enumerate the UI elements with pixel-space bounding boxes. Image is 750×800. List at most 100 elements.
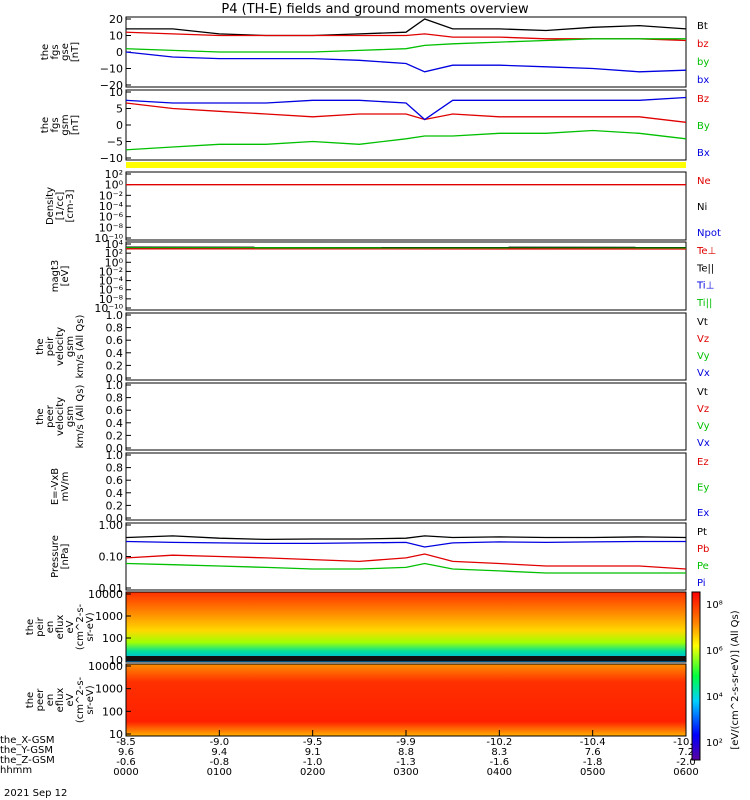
- colorbar-tick-label: 10⁶: [706, 646, 723, 657]
- x-gsm-value: -9.5: [303, 737, 323, 748]
- y-axis-label-line: magt3: [50, 260, 61, 293]
- z-gsm-value: -0.6: [116, 757, 136, 768]
- y-axis-label-line: eflux: [55, 688, 66, 713]
- y-axis-label-line: [nT]: [70, 42, 81, 62]
- panel-peer_spec: 10000 1000 100 10 thepeerenefluxeV(cm^2-s-sr…: [25, 660, 687, 741]
- x-gsm-label: the_X-GSM: [0, 735, 55, 746]
- y-tick-label: 0: [116, 46, 123, 59]
- legend-vz: Vz: [697, 404, 709, 415]
- y-axis-label-line: sr-eV): [85, 612, 96, 641]
- hhmm-value: 0000: [113, 767, 138, 778]
- y-axis-label-line: E=-VxB: [50, 468, 61, 505]
- series-fgs_gse-bx: [125, 51, 687, 73]
- y-axis-label-line: eV: [65, 620, 76, 633]
- z-gsm-value: -1.8: [583, 757, 603, 768]
- legend-bz: Bz: [697, 94, 709, 105]
- y-axis-label-line: peer: [35, 688, 46, 712]
- y-gsm-value: 8.3: [491, 747, 507, 758]
- legend-pe: Pe: [697, 561, 709, 572]
- x-gsm-value: -9.0: [210, 737, 230, 748]
- y-axis-label-line: gse: [60, 43, 71, 61]
- y-tick-label: 1.00: [99, 519, 124, 532]
- y-tick-label: 0.2: [106, 359, 124, 372]
- y-tick-label: 10⁰: [105, 179, 124, 192]
- y-axis-label-line: Density: [45, 187, 56, 225]
- y-tick-label: 1000: [95, 610, 123, 623]
- y-axis-label-line: sr-eV): [85, 685, 96, 714]
- y-axis-label-line: (cm^2-s-: [75, 603, 86, 650]
- y-tick-label: 10⁻¹⁰: [94, 302, 123, 315]
- hhmm-value: 0400: [487, 767, 512, 778]
- hhmm-label: hhmm: [0, 765, 33, 776]
- legend-ne: Ne: [697, 176, 711, 187]
- y-axis-label-line: the: [40, 44, 51, 60]
- legend-ni: Ni: [697, 202, 707, 213]
- x-gsm-value: -8.5: [116, 737, 136, 748]
- colorbar-tick-label: 10⁴: [706, 692, 723, 703]
- legend-bt: Bt: [697, 21, 708, 32]
- y-tick-label: 10⁻⁶: [99, 211, 124, 224]
- y-tick-label: −10: [100, 152, 123, 165]
- hhmm-value: 0300: [393, 767, 418, 778]
- y-tick-label: 10⁻⁶: [99, 284, 124, 297]
- y-axis-label-line: fgs: [50, 117, 61, 132]
- hhmm-value: 0500: [580, 767, 605, 778]
- y-tick-label: 10⁻⁸: [99, 221, 124, 234]
- y-axis-label-line: km/s (All Qs): [75, 385, 86, 449]
- panel-fgs_gse: 20 10 0 −10 −20 thefgsgse[nT] Bt bz by bx: [40, 13, 709, 92]
- y-tick-label: 0.6: [106, 334, 124, 347]
- legend-bz: bz: [697, 39, 709, 50]
- y-tick-label: 0.01: [99, 582, 124, 595]
- legend-vy: Vy: [697, 421, 710, 432]
- panel-frame: [125, 241, 687, 311]
- y-tick-label: 10⁴: [105, 238, 124, 251]
- y-tick-label: 0.6: [106, 474, 124, 487]
- y-axis-label-line: [eV]: [60, 266, 71, 287]
- y-tick-label: 10: [109, 86, 123, 99]
- y-gsm-value: 7.2: [678, 747, 694, 758]
- ion-spectrogram-low-energy-band: [126, 656, 686, 661]
- legend-vz: Vz: [697, 334, 709, 345]
- series-pressure-pt: [125, 535, 687, 541]
- y-gsm-value: 8.8: [398, 747, 414, 758]
- y-tick-label: 10000: [88, 588, 123, 601]
- y-tick-label: 0.0: [106, 442, 124, 455]
- y-tick-label: 0.4: [106, 487, 124, 500]
- series-fgs_gsm-bz: [125, 102, 687, 123]
- y-axis-label-line: peer: [45, 404, 56, 428]
- panel-frame: [125, 382, 687, 451]
- y-tick-label: 0.2: [106, 499, 124, 512]
- y-tick-label: 10⁻²: [99, 189, 123, 202]
- y-axis-label-line: eflux: [55, 615, 66, 640]
- z-gsm-value: -1.6: [490, 757, 510, 768]
- colorbar-scale: [691, 591, 701, 761]
- y-axis-label-line: eV: [65, 693, 76, 706]
- y-tick-label: 10⁻²: [99, 265, 123, 278]
- date-label: 2021 Sep 12: [4, 788, 68, 799]
- y-tick-label: 10: [109, 728, 123, 741]
- y-tick-label: 0.0: [106, 372, 124, 385]
- z-gsm-value: -2.0: [676, 757, 696, 768]
- legend-by: By: [697, 121, 710, 132]
- y-tick-label: 10⁻¹⁰: [94, 232, 123, 245]
- y-tick-label: 10²: [105, 168, 123, 181]
- x-gsm-value: -10.4: [580, 737, 606, 748]
- y-tick-label: 10: [109, 30, 123, 43]
- legend-pi: Pi: [697, 578, 706, 589]
- legend-vy: Vy: [697, 351, 710, 362]
- y-axis-label-line: the: [25, 692, 36, 708]
- yellow-quality-bar: [126, 162, 686, 168]
- hhmm-value: 0100: [207, 767, 232, 778]
- y-axis-label: thepeervelocitygsmkm/s (All Qs): [35, 385, 86, 449]
- y-axis-label: thepeirvelocitygsmkm/s (All Qs): [35, 315, 86, 379]
- y-tick-label: 10⁰: [105, 256, 124, 269]
- y-tick-label: 0.2: [106, 429, 124, 442]
- y-tick-label: 1.0: [106, 449, 124, 462]
- plot-title: P4 (TH-E) fields and ground moments over…: [221, 2, 529, 17]
- colorbar-tick-label: 10⁸: [706, 600, 723, 611]
- z-gsm-value: -1.0: [303, 757, 323, 768]
- panel-fgs_gsm: 10 5 0 −5 −10 thefgsgsm[nT] Bz By Bx: [40, 86, 710, 165]
- y-gsm-value: 7.6: [585, 747, 601, 758]
